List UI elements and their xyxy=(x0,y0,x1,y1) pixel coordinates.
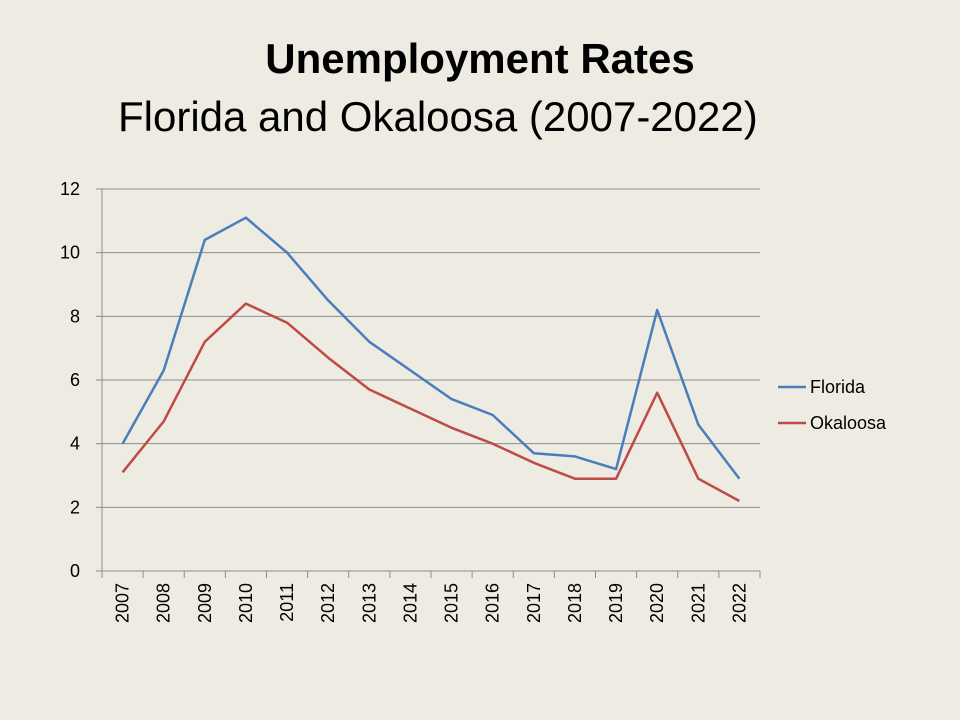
legend-label-florida: Florida xyxy=(810,377,866,397)
x-tick-label: 2021 xyxy=(688,583,708,623)
y-tick-label: 0 xyxy=(70,561,80,581)
y-tick-label: 2 xyxy=(70,497,80,517)
x-tick-label: 2015 xyxy=(442,583,462,623)
chart-title: Unemployment Rates xyxy=(265,35,695,82)
x-tick-label: 2012 xyxy=(318,583,338,623)
x-tick-label: 2018 xyxy=(565,583,585,623)
x-axis-ticks: 2007 2008 2009 2010 2011 2012 2013 2014 2015 2016… xyxy=(101,571,761,623)
legend-label-okaloosa: Okaloosa xyxy=(810,413,887,433)
y-tick-label: 12 xyxy=(60,179,80,199)
series-line-okaloosa xyxy=(121,302,740,503)
legend: Florida Okaloosa xyxy=(778,377,887,433)
x-tick-label: 2016 xyxy=(483,583,503,623)
x-tick-label: 2010 xyxy=(236,583,256,623)
grid-lines xyxy=(102,188,760,508)
x-tick-label: 2007 xyxy=(113,583,133,623)
y-tick-label: 4 xyxy=(70,434,80,454)
x-tick-label: 2008 xyxy=(154,583,174,623)
y-tick-label: 10 xyxy=(60,243,80,263)
x-tick-label: 2011 xyxy=(277,583,297,622)
x-tick-label: 2014 xyxy=(400,583,420,623)
chart-subtitle: Florida and Okaloosa (2007-2022) xyxy=(118,93,758,140)
x-tick-label: 2009 xyxy=(195,583,215,623)
x-tick-label: 2019 xyxy=(606,583,626,623)
x-tick-label: 2022 xyxy=(729,583,749,623)
y-tick-label: 6 xyxy=(70,370,80,390)
y-tick-label: 8 xyxy=(70,306,80,326)
x-tick-label: 2013 xyxy=(359,583,379,623)
series-line-florida xyxy=(121,216,741,480)
x-tick-label: 2017 xyxy=(524,583,544,623)
series-lines xyxy=(121,216,741,503)
x-tick-label: 2020 xyxy=(647,583,667,623)
y-axis-ticks: 0 2 4 6 8 10 12 xyxy=(60,179,102,581)
